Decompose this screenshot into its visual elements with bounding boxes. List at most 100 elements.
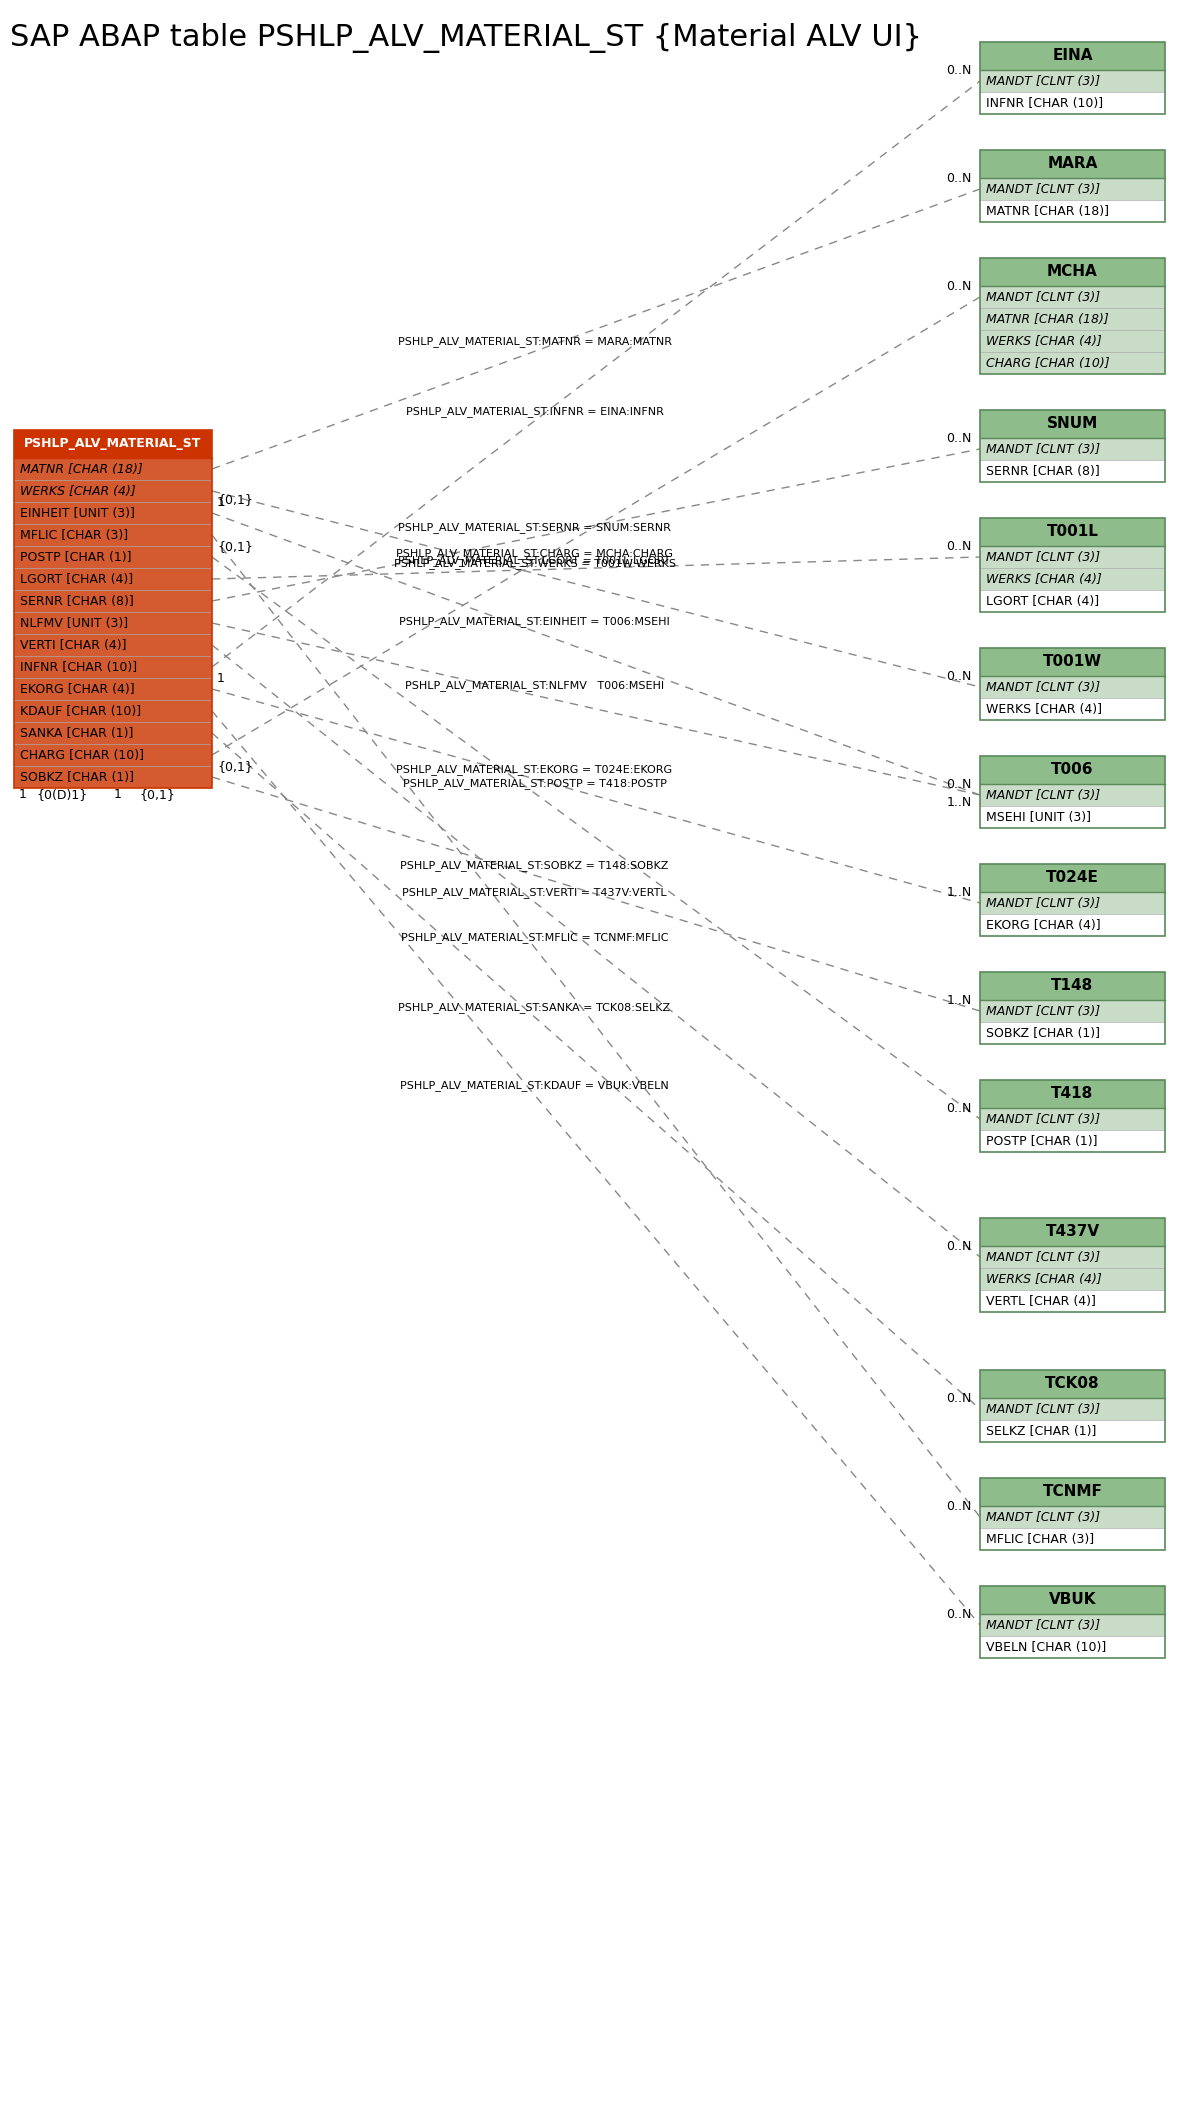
Text: MFLIC [CHAR (3)]: MFLIC [CHAR (3)] (986, 1532, 1095, 1546)
Text: MATNR [CHAR (18)]: MATNR [CHAR (18)] (20, 463, 142, 476)
Bar (14, 612, 212, 633)
Bar (980, 518, 1165, 547)
Text: WERKS [CHAR (4)]: WERKS [CHAR (4)] (986, 703, 1102, 715)
Text: 0..N: 0..N (946, 541, 972, 553)
Text: TCK08: TCK08 (1046, 1376, 1099, 1391)
Bar (980, 1637, 1165, 1658)
Text: {0(D)1}: {0(D)1} (36, 789, 87, 802)
Text: MANDT [CLNT (3)]: MANDT [CLNT (3)] (986, 1250, 1101, 1265)
Text: T418: T418 (1052, 1086, 1093, 1102)
Text: CHARG [CHAR (10)]: CHARG [CHAR (10)] (986, 356, 1110, 370)
Bar (14, 677, 212, 701)
Text: SOBKZ [CHAR (1)]: SOBKZ [CHAR (1)] (20, 770, 134, 783)
Text: MANDT [CLNT (3)]: MANDT [CLNT (3)] (986, 789, 1101, 802)
Text: T024E: T024E (1046, 871, 1099, 886)
Bar (980, 410, 1165, 438)
Text: PSHLP_ALV_MATERIAL_ST:SOBKZ = T148:SOBKZ: PSHLP_ALV_MATERIAL_ST:SOBKZ = T148:SOBKZ (400, 861, 669, 871)
Bar (980, 1528, 1165, 1551)
Text: VERTI [CHAR (4)]: VERTI [CHAR (4)] (20, 638, 127, 652)
Bar (980, 806, 1165, 829)
Text: PSHLP_ALV_MATERIAL_ST:POSTP = T418:POSTP: PSHLP_ALV_MATERIAL_ST:POSTP = T418:POSTP (403, 778, 667, 789)
Bar (980, 913, 1165, 936)
Text: POSTP [CHAR (1)]: POSTP [CHAR (1)] (20, 551, 131, 564)
Bar (980, 1477, 1165, 1551)
Bar (980, 149, 1165, 223)
Bar (980, 307, 1165, 330)
Bar (980, 518, 1165, 612)
Text: SNUM: SNUM (1047, 417, 1098, 431)
Text: T437V: T437V (1046, 1225, 1099, 1239)
Text: MATNR [CHAR (18)]: MATNR [CHAR (18)] (986, 313, 1109, 326)
Bar (980, 755, 1165, 829)
Text: 0..N: 0..N (946, 1102, 972, 1115)
Bar (14, 766, 212, 789)
Bar (980, 1506, 1165, 1528)
Bar (14, 503, 212, 524)
Text: SOBKZ [CHAR (1)]: SOBKZ [CHAR (1)] (986, 1027, 1101, 1039)
Bar (14, 745, 212, 766)
Bar (980, 1370, 1165, 1397)
Text: POSTP [CHAR (1)]: POSTP [CHAR (1)] (986, 1134, 1097, 1147)
Text: MANDT [CLNT (3)]: MANDT [CLNT (3)] (986, 1113, 1101, 1126)
Bar (980, 1370, 1165, 1441)
Text: 1..N: 1..N (946, 993, 972, 1008)
Bar (980, 1420, 1165, 1441)
Bar (980, 568, 1165, 589)
Bar (980, 410, 1165, 482)
Text: VERTL [CHAR (4)]: VERTL [CHAR (4)] (986, 1294, 1096, 1307)
Text: MARA: MARA (1047, 156, 1098, 173)
Bar (980, 1269, 1165, 1290)
Text: WERKS [CHAR (4)]: WERKS [CHAR (4)] (986, 572, 1102, 585)
Text: VBELN [CHAR (10)]: VBELN [CHAR (10)] (986, 1641, 1107, 1654)
Text: EKORG [CHAR (4)]: EKORG [CHAR (4)] (986, 919, 1101, 932)
Bar (14, 633, 212, 656)
Text: MANDT [CLNT (3)]: MANDT [CLNT (3)] (986, 551, 1101, 564)
Text: 0..N: 0..N (946, 173, 972, 185)
Text: 0..N: 0..N (946, 1239, 972, 1254)
Text: SERNR [CHAR (8)]: SERNR [CHAR (8)] (20, 595, 134, 608)
Text: LGORT [CHAR (4)]: LGORT [CHAR (4)] (20, 572, 133, 585)
Bar (980, 547, 1165, 568)
Bar (14, 480, 212, 503)
Text: MANDT [CLNT (3)]: MANDT [CLNT (3)] (986, 74, 1101, 88)
Bar (14, 547, 212, 568)
Text: NLFMV [UNIT (3)]: NLFMV [UNIT (3)] (20, 616, 128, 629)
Text: PSHLP_ALV_MATERIAL_ST:SANKA = TCK08:SELKZ: PSHLP_ALV_MATERIAL_ST:SANKA = TCK08:SELK… (398, 1002, 670, 1012)
Bar (980, 1586, 1165, 1658)
Text: VBUK: VBUK (1049, 1593, 1096, 1607)
Text: 0..N: 0..N (946, 63, 972, 78)
Bar (980, 648, 1165, 720)
Bar (980, 1218, 1165, 1246)
Text: EINHEIT [UNIT (3)]: EINHEIT [UNIT (3)] (20, 507, 135, 520)
Bar (980, 785, 1165, 806)
Bar (980, 1477, 1165, 1506)
Bar (980, 1109, 1165, 1130)
Bar (14, 589, 212, 612)
Text: MANDT [CLNT (3)]: MANDT [CLNT (3)] (986, 1511, 1101, 1523)
Bar (980, 1246, 1165, 1269)
Text: MANDT [CLNT (3)]: MANDT [CLNT (3)] (986, 1618, 1101, 1631)
Text: 1: 1 (217, 497, 225, 509)
Text: INFNR [CHAR (10)]: INFNR [CHAR (10)] (986, 97, 1103, 109)
Text: PSHLP_ALV_MATERIAL_ST: PSHLP_ALV_MATERIAL_ST (24, 438, 202, 450)
Text: PSHLP_ALV_MATERIAL_ST:LGORT = T001L:LGORT: PSHLP_ALV_MATERIAL_ST:LGORT = T001L:LGOR… (398, 555, 670, 566)
Text: PSHLP_ALV_MATERIAL_ST:WERKS = T001W:WERKS: PSHLP_ALV_MATERIAL_ST:WERKS = T001W:WERK… (393, 558, 675, 570)
Text: MANDT [CLNT (3)]: MANDT [CLNT (3)] (986, 183, 1101, 196)
Text: SERNR [CHAR (8)]: SERNR [CHAR (8)] (986, 465, 1099, 478)
Bar (980, 351, 1165, 375)
Text: T148: T148 (1052, 978, 1093, 993)
Text: PSHLP_ALV_MATERIAL_ST:INFNR = EINA:INFNR: PSHLP_ALV_MATERIAL_ST:INFNR = EINA:INFNR (405, 406, 663, 417)
Text: {0,1}: {0,1} (139, 789, 174, 802)
Bar (980, 330, 1165, 351)
Text: 0..N: 0..N (946, 1393, 972, 1405)
Text: KDAUF [CHAR (10)]: KDAUF [CHAR (10)] (20, 705, 141, 717)
Text: T001W: T001W (1043, 654, 1102, 669)
Text: PSHLP_ALV_MATERIAL_ST:MFLIC = TCNMF:MFLIC: PSHLP_ALV_MATERIAL_ST:MFLIC = TCNMF:MFLI… (400, 932, 668, 943)
Bar (980, 286, 1165, 307)
Text: 0..N: 0..N (946, 669, 972, 684)
Bar (980, 648, 1165, 675)
Text: 1..N: 1..N (946, 886, 972, 898)
Text: PSHLP_ALV_MATERIAL_ST:EINHEIT = T006:MSEHI: PSHLP_ALV_MATERIAL_ST:EINHEIT = T006:MSE… (399, 616, 670, 627)
Text: T006: T006 (1052, 762, 1093, 778)
Text: {0,1}: {0,1} (217, 541, 253, 553)
